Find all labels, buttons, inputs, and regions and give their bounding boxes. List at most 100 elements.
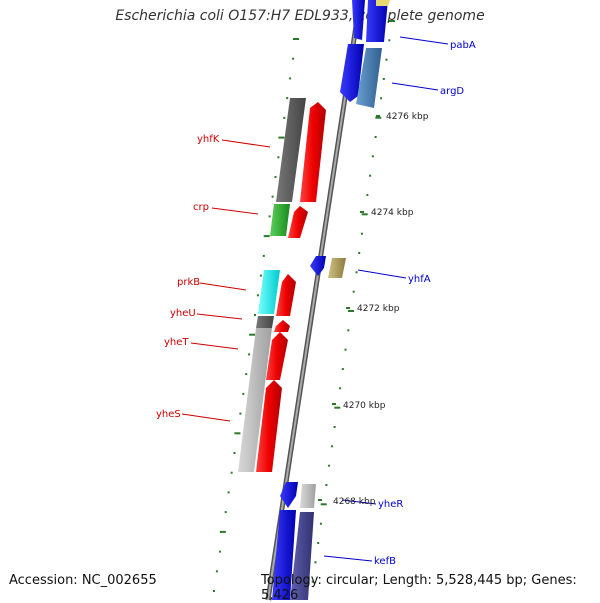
- gene-prkB-arrow: [276, 274, 296, 316]
- gene-kefB-block-2: [290, 512, 314, 600]
- inner-tick: [262, 254, 265, 257]
- gene-yheR-arrow: [280, 482, 298, 508]
- inner-tick: [292, 57, 295, 60]
- gene-crp-arrow: [288, 206, 308, 238]
- inner-tick: [242, 392, 245, 395]
- label-yheT: yheT: [164, 337, 189, 348]
- inner-tick: [256, 294, 259, 297]
- inner-tick: [274, 176, 277, 178]
- outer-tick: [352, 290, 355, 293]
- gene-yhfK-arrow: [300, 102, 326, 202]
- inner-tick: [271, 195, 274, 198]
- inner-tick: [289, 77, 292, 80]
- inner-tick: [218, 550, 221, 553]
- gene-crp-orf: [270, 204, 290, 236]
- inner-tick: [263, 235, 270, 238]
- label-leader-lines: [181, 36, 449, 562]
- inner-tick: [245, 373, 248, 376]
- outer-tick: [320, 503, 327, 506]
- inner-tick: [234, 432, 241, 435]
- inner-tick: [219, 530, 226, 533]
- label-prkB: prkB: [177, 277, 200, 288]
- outer-tick: [341, 368, 344, 370]
- inner-tick: [248, 353, 251, 356]
- outer-tick: [361, 213, 368, 216]
- gene-yhfK-orf: [276, 98, 306, 202]
- gene-pabA-block: [352, 0, 365, 40]
- outer-tick: [347, 329, 350, 332]
- outer-tick: [366, 194, 369, 196]
- inner-tick: [249, 333, 256, 336]
- gene-yheST-orf: [238, 328, 272, 472]
- tick-label-4276: 4276 kbp: [386, 112, 429, 122]
- inner-tick: [278, 136, 285, 139]
- outer-tick: [369, 174, 372, 177]
- outer-tick: [334, 406, 341, 409]
- outer-tick: [333, 426, 336, 428]
- outer-tick: [317, 542, 320, 544]
- gene-yheS-arrow: [256, 380, 282, 472]
- outer-tick: [385, 58, 388, 61]
- outer-tick: [339, 387, 342, 390]
- label-yheU: yheU: [170, 308, 196, 319]
- gene-yheR-block: [300, 484, 316, 508]
- label-yheR: yheR: [378, 499, 403, 510]
- gene-argD-arrow: [340, 44, 364, 102]
- outer-tick: [389, 20, 395, 22]
- outer-tick: [344, 348, 347, 351]
- reverse-gene-labels: pabA argD yhfA yheR kefB: [374, 40, 476, 567]
- outer-tick: [319, 522, 322, 525]
- inner-tick: [224, 511, 227, 514]
- inner-tick: [268, 215, 271, 218]
- tick-label-4274: 4274 kbp: [371, 208, 414, 218]
- inner-tick: [227, 491, 230, 494]
- gene-pabA-block-2: [366, 0, 388, 42]
- forward-strand-features: [238, 98, 326, 472]
- gene-yheU-arrow: [274, 320, 290, 332]
- gene-yheT-arrow: [266, 332, 288, 380]
- outer-tick: [328, 464, 331, 467]
- outer-tick: [311, 580, 314, 583]
- gene-prkB-orf: [258, 270, 280, 314]
- outer-tick: [382, 78, 385, 80]
- gene-yheU-orf: [256, 316, 274, 328]
- label-argD: argD: [440, 86, 464, 97]
- inner-tick: [259, 274, 262, 277]
- kbp-tick-labels: 4276 kbp 4274 kbp 4272 kbp 4270 kbp 4268…: [318, 112, 429, 507]
- forward-gene-labels: yhfK crp prkB yheU yheT yheS: [156, 134, 220, 420]
- inner-tick: [254, 314, 256, 316]
- label-pabA: pabA: [450, 40, 476, 51]
- outer-tick: [371, 155, 374, 158]
- inner-tick: [215, 570, 218, 573]
- inner-tick: [293, 38, 299, 40]
- outer-tick: [380, 97, 383, 100]
- outer-tick: [374, 136, 377, 138]
- gene-yhfA-arrow: [310, 256, 326, 276]
- label-kefB: kefB: [374, 556, 396, 567]
- outer-tick: [348, 310, 354, 312]
- label-crp: crp: [193, 202, 209, 213]
- outer-tick: [375, 116, 382, 119]
- outer-tick-marks: [311, 20, 395, 583]
- accession-text: Accession: NC_002655: [9, 573, 157, 588]
- outer-tick: [325, 484, 328, 486]
- inner-tick: [277, 156, 280, 159]
- gene-kefB-block: [272, 510, 296, 600]
- outer-tick: [358, 252, 361, 254]
- tick-label-4270: 4270 kbp: [343, 401, 386, 411]
- label-yheS: yheS: [156, 409, 181, 420]
- inner-tick: [233, 452, 236, 454]
- reverse-strand-features: [272, 0, 390, 600]
- inner-tick: [230, 471, 233, 474]
- inner-tick: [239, 412, 242, 415]
- topology-text: Topology: circular; Length: 5,528,445 bp…: [261, 573, 577, 603]
- tick-label-4272: 4272 kbp: [357, 304, 400, 314]
- label-yhfK: yhfK: [197, 134, 220, 145]
- outer-tick: [388, 39, 391, 42]
- inner-tick: [213, 590, 215, 592]
- gene-yellow-block: [376, 0, 390, 6]
- outer-tick: [314, 561, 317, 564]
- outer-tick: [330, 445, 333, 448]
- label-yhfA: yhfA: [408, 274, 431, 285]
